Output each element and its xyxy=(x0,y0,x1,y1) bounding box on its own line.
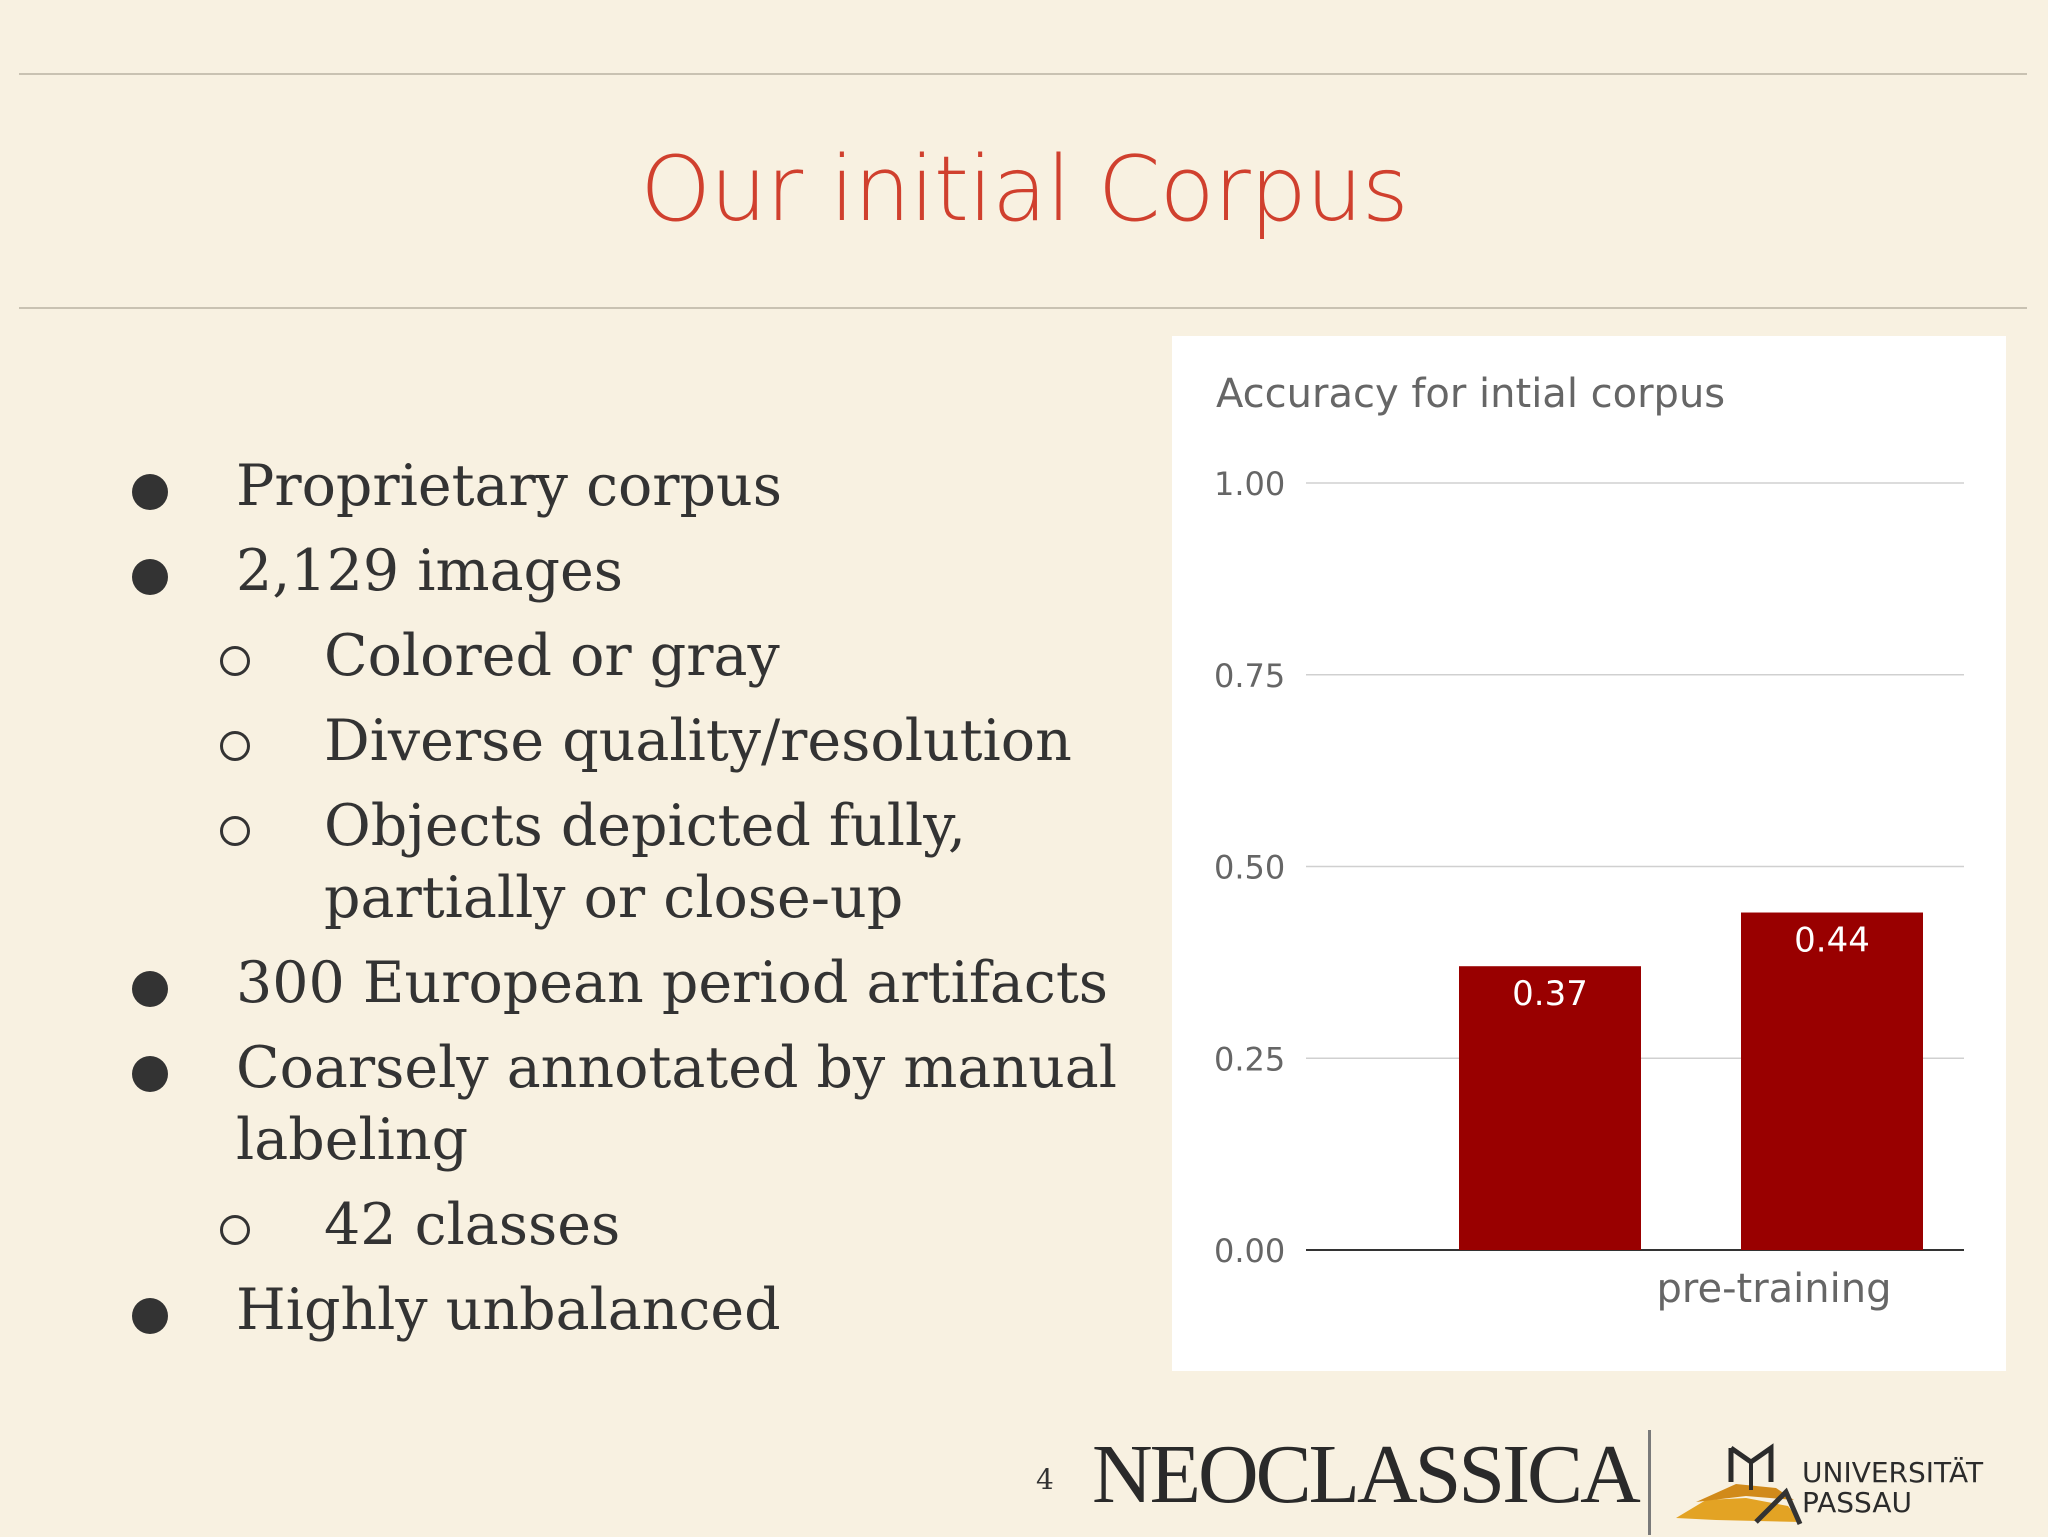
bullet-text: Colored or gray xyxy=(324,623,780,689)
filled-bullet-icon xyxy=(132,559,168,595)
hollow-bullet-icon xyxy=(220,816,250,846)
university-name: UNIVERSITÄT PASSAU xyxy=(1802,1458,1983,1518)
title-divider xyxy=(19,307,2027,309)
neoclassica-logo: NEOCLASSICA xyxy=(1092,1428,1641,1521)
bullet-item: 300 European period artifacts xyxy=(130,947,1140,1019)
bullet-item: Highly unbalanced xyxy=(130,1274,1140,1346)
bullet-text: Coarsely annotated by manual labeling xyxy=(236,1035,1118,1173)
bullet-text: 300 European period artifacts xyxy=(236,950,1108,1016)
page-number: 4 xyxy=(1036,1463,1054,1496)
university-line1: UNIVERSITÄT xyxy=(1802,1456,1984,1489)
bar-data-label: 0.44 xyxy=(1794,921,1870,961)
x-category-label: pre-training xyxy=(1657,1266,1892,1312)
accuracy-chart: Accuracy for intial corpus 0.00 0.25 0.50 0.… xyxy=(1172,336,2006,1371)
top-divider xyxy=(19,73,2027,75)
bullet-list: Proprietary corpus 2,129 images Colored or… xyxy=(130,450,1140,1359)
y-tick-label: 0.50 xyxy=(1214,849,1285,887)
bullet-item: 2,129 images xyxy=(130,535,1140,607)
bullet-text: 42 classes xyxy=(324,1192,621,1258)
bar-0 xyxy=(1459,966,1641,1250)
hollow-bullet-icon xyxy=(220,646,250,676)
bullet-item: Diverse quality/resolution xyxy=(130,705,1140,777)
bar-data-label: 0.37 xyxy=(1512,974,1588,1014)
bullet-item: Objects depicted fully, partially or clo… xyxy=(130,790,1140,934)
university-logo-icon xyxy=(1676,1443,1803,1526)
bullet-item: 42 classes xyxy=(130,1189,1140,1261)
bullet-item: Colored or gray xyxy=(130,620,1140,692)
filled-bullet-icon xyxy=(132,1056,168,1092)
logo-separator xyxy=(1648,1430,1651,1535)
filled-bullet-icon xyxy=(132,474,168,510)
bullet-text: 2,129 images xyxy=(236,538,624,604)
hollow-bullet-icon xyxy=(220,1215,250,1245)
bullet-text: Diverse quality/resolution xyxy=(324,708,1072,774)
bullet-item: Coarsely annotated by manual labeling xyxy=(130,1032,1140,1176)
y-tick-label: 0.25 xyxy=(1214,1040,1285,1078)
bullet-item: Proprietary corpus xyxy=(130,450,1140,522)
filled-bullet-icon xyxy=(132,1298,168,1334)
chart-svg: Accuracy for intial corpus 0.00 0.25 0.50 0.… xyxy=(1214,371,1964,1312)
filled-bullet-icon xyxy=(132,971,168,1007)
bullet-text: Proprietary corpus xyxy=(236,453,783,519)
university-line2: PASSAU xyxy=(1802,1486,1912,1519)
bullet-text: Objects depicted fully, partially or clo… xyxy=(324,793,966,931)
y-tick-label: 0.75 xyxy=(1214,657,1285,695)
bar-1 xyxy=(1741,912,1923,1250)
y-tick-label: 1.00 xyxy=(1214,465,1285,503)
slide-title: Our initial Corpus xyxy=(640,137,1409,242)
bullet-text: Highly unbalanced xyxy=(236,1277,781,1343)
y-tick-label: 0.00 xyxy=(1214,1232,1285,1270)
chart-title: Accuracy for intial corpus xyxy=(1216,371,1725,417)
hollow-bullet-icon xyxy=(220,731,250,761)
